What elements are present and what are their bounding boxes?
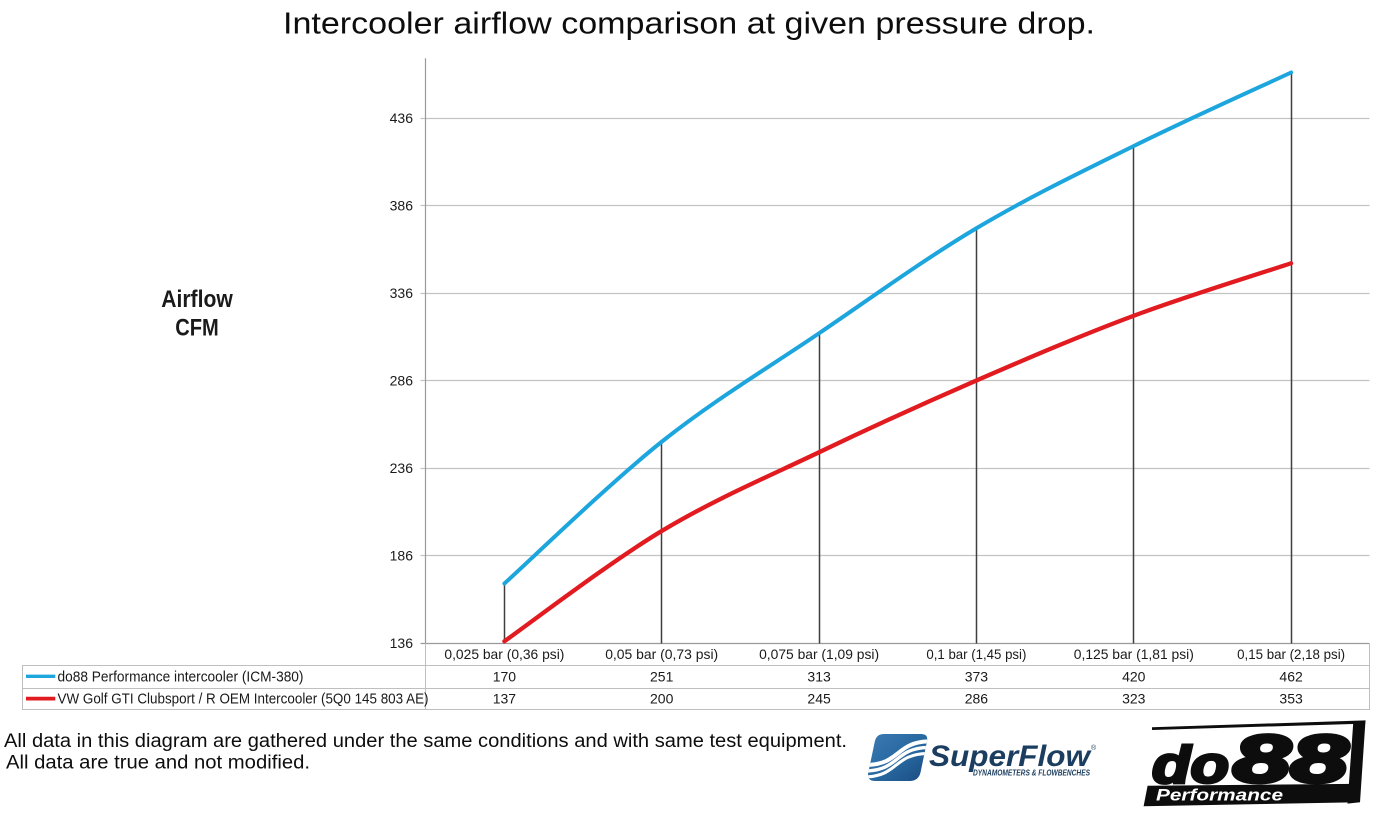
svg-text:136: 136 (390, 635, 414, 651)
svg-text:All data are true and not modi: All data are true and not modified. (6, 753, 310, 774)
svg-text:®: ® (1091, 744, 1097, 752)
svg-text:0,025 bar (0,36 psi): 0,025 bar (0,36 psi) (444, 646, 564, 662)
svg-text:323: 323 (1122, 691, 1146, 707)
svg-text:373: 373 (965, 669, 989, 685)
svg-text:386: 386 (390, 198, 414, 214)
svg-text:DYNAMOMETERS & FLOWBENCHES: DYNAMOMETERS & FLOWBENCHES (973, 769, 1091, 778)
svg-text:do: do (1152, 737, 1229, 795)
svg-text:All data in this diagram are g: All data in this diagram are gathered un… (4, 731, 847, 752)
svg-text:Performance: Performance (1156, 786, 1283, 805)
svg-text:0,05 bar (0,73 psi): 0,05 bar (0,73 psi) (605, 646, 718, 662)
svg-text:0,1 bar (1,45 psi): 0,1 bar (1,45 psi) (926, 646, 1026, 662)
svg-text:0,075 bar (1,09 psi): 0,075 bar (1,09 psi) (759, 646, 879, 662)
svg-text:Intercooler airflow comparison: Intercooler airflow comparison at given … (283, 5, 1095, 40)
svg-text:186: 186 (390, 548, 414, 564)
svg-text:286: 286 (965, 691, 989, 707)
svg-text:88: 88 (1233, 722, 1349, 797)
svg-text:0,15 bar (2,18 psi): 0,15 bar (2,18 psi) (1237, 646, 1345, 662)
svg-text:462: 462 (1279, 669, 1303, 685)
svg-text:Airflow: Airflow (161, 286, 233, 313)
svg-text:SuperFlow: SuperFlow (929, 740, 1092, 773)
svg-text:286: 286 (390, 373, 414, 389)
svg-text:436: 436 (390, 110, 414, 126)
svg-text:420: 420 (1122, 669, 1146, 685)
svg-text:245: 245 (807, 691, 831, 707)
svg-text:336: 336 (390, 285, 414, 301)
svg-text:VW Golf GTI Clubsport / R OEM: VW Golf GTI Clubsport / R OEM Intercoole… (58, 692, 429, 708)
svg-text:353: 353 (1279, 691, 1303, 707)
svg-text:0,125 bar (1,81 psi): 0,125 bar (1,81 psi) (1074, 646, 1194, 662)
svg-text:313: 313 (807, 669, 831, 685)
svg-text:137: 137 (493, 691, 517, 707)
svg-text:do88 Performance intercooler (: do88 Performance intercooler (ICM-380) (58, 670, 304, 686)
svg-text:236: 236 (390, 460, 414, 476)
svg-text:170: 170 (493, 669, 517, 685)
svg-text:251: 251 (650, 669, 674, 685)
svg-text:200: 200 (650, 691, 674, 707)
svg-text:CFM: CFM (175, 315, 219, 342)
